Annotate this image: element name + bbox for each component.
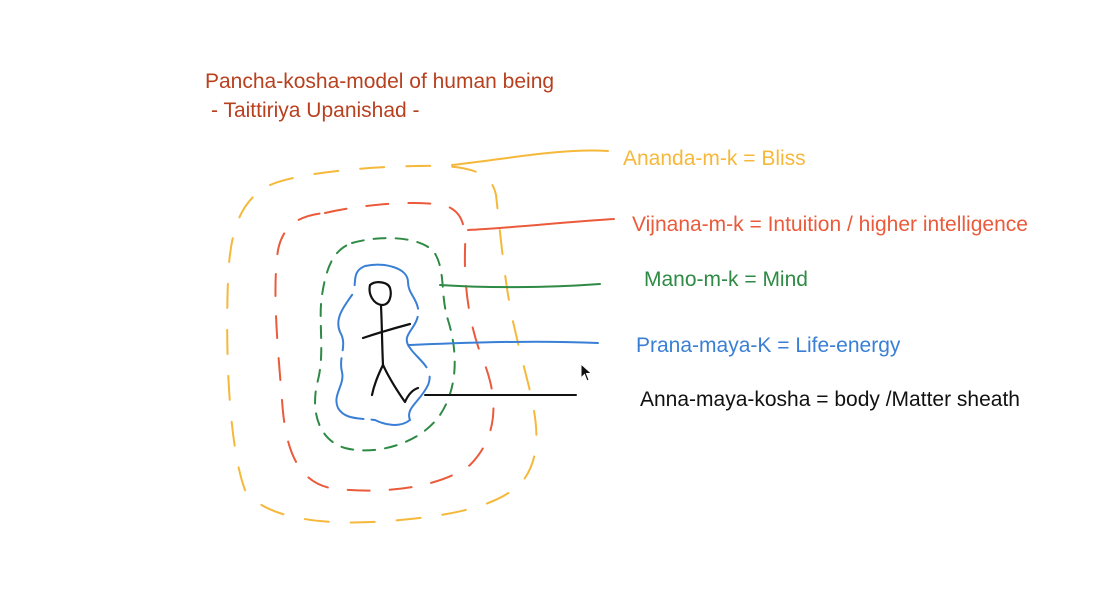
diagram-title: Pancha-kosha-model of human being [205,70,555,93]
mano-connector-line [439,283,601,289]
prana-connector-line [407,340,599,346]
vijnana-sheath [274,201,495,492]
label-ananda: Ananda-m-k = Bliss [623,147,806,170]
label-anna: Anna-maya-kosha = body /Matter sheath [640,388,1020,411]
ananda-sheath [226,164,538,524]
vijnana-connector-line [467,218,615,231]
stick-figure-icon [361,281,420,404]
ananda-connector-line [451,149,609,166]
label-vijnana: Vijnana-m-k = Intuition / higher intelli… [632,213,1028,236]
mano-sheath [314,237,456,452]
label-mano: Mano-m-k = Mind [644,268,808,291]
mouse-cursor-icon [580,363,593,382]
prana-sheath [335,263,431,426]
diagram-subtitle: - Taittiriya Upanishad - [211,99,420,122]
label-prana: Prana-maya-K = Life-energy [636,334,901,357]
